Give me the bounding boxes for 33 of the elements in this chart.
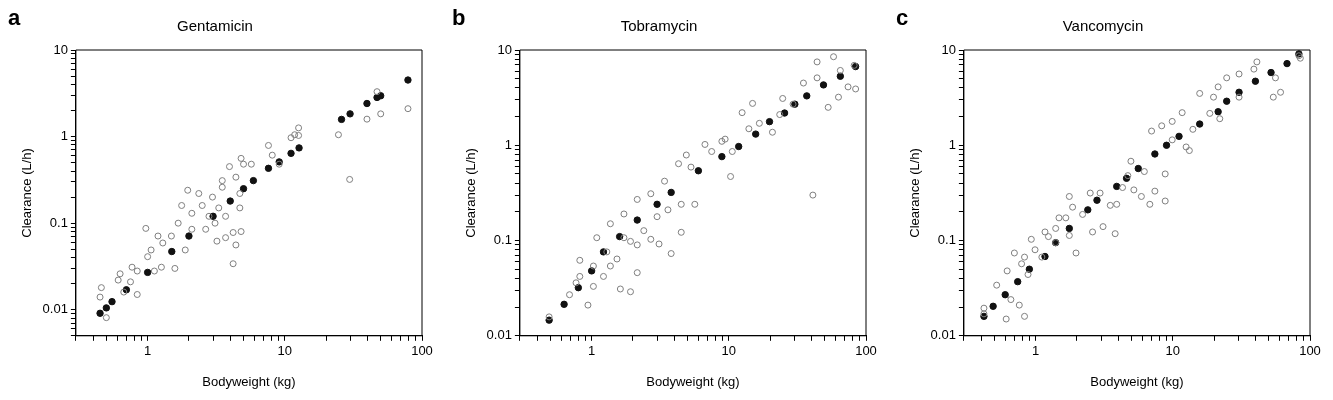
text: a [8,5,21,31]
y-axis-title: Clearance (L/h) [463,148,479,238]
x-tick-label: 1 [588,343,596,359]
y-tick-label: 1 [948,136,956,152]
y-tick-label: 10 [497,41,512,57]
x-axis-title: Bodyweight (kg) [646,373,740,389]
chart-title: Gentamicin [177,17,253,35]
y-tick-label: 10 [941,41,956,57]
y-axis-title: Clearance (L/h) [19,148,35,238]
x-tick-label: 10 [1165,343,1181,359]
x-tick-label: 100 [1299,343,1321,359]
y-tick-label: 0.01 [930,327,956,343]
chart-title: Tobramycin [620,17,698,35]
text: c [896,5,909,31]
y-tick-label: 0.1 [49,214,68,230]
y-tick-label: 0.1 [493,232,512,248]
x-tick-label: 1 [144,343,152,359]
y-tick-label: 0.01 [486,327,512,343]
y-tick-label: 0.01 [42,301,68,317]
y-tick-label: 10 [53,41,68,57]
y-tick-label: 1 [60,128,68,144]
chart-title: Vancomycin [1062,17,1144,35]
y-axis-title: Clearance (L/h) [907,148,923,238]
x-axis-title: Bodyweight (kg) [1090,373,1184,389]
x-axis-title: Bodyweight (kg) [202,373,296,389]
y-tick-label: 1 [504,136,512,152]
x-tick-label: 100 [855,343,877,359]
x-tick-label: 1 [1032,343,1040,359]
text: b [452,5,466,31]
y-tick-label: 0.1 [937,232,956,248]
x-tick-label: 100 [411,343,433,359]
x-tick-label: 10 [277,343,293,359]
x-tick-label: 10 [721,343,737,359]
